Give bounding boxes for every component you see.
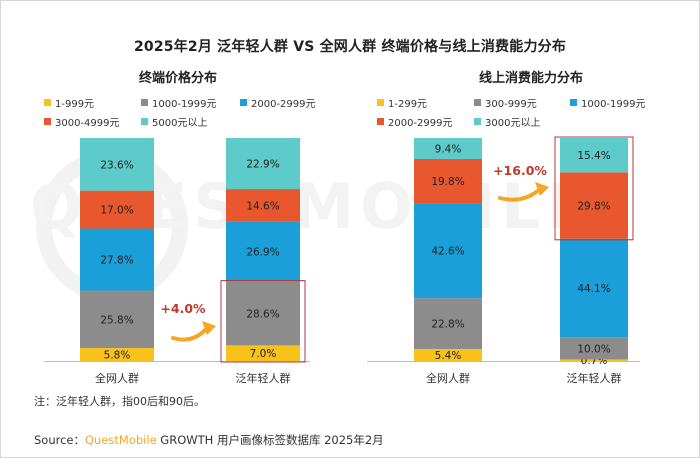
category-label-0-1: 泛年轻人群	[236, 371, 291, 385]
legend-label-0-4: 5000元以上	[152, 117, 207, 129]
source-brand: QuestMobile	[85, 433, 157, 447]
data-label-0-1-1: 28.6%	[246, 309, 279, 321]
bar-segment-0-0-1	[80, 290, 154, 349]
source-text: GROWTH 用户画像标签数据库 2025年2月	[156, 433, 384, 447]
data-label-0-0-2: 27.8%	[100, 255, 133, 267]
data-label-0-1-3: 14.6%	[246, 200, 279, 212]
data-label-0-1-0: 7.0%	[250, 348, 277, 360]
bar-segment-1-1-3	[560, 172, 628, 239]
bar-segment-1-1-0	[560, 359, 628, 361]
bar-segment-0-0-0	[80, 348, 154, 361]
legend-swatch-1-0	[377, 99, 384, 106]
data-label-1-1-3: 29.8%	[577, 201, 610, 213]
bar-segment-0-1-0	[226, 345, 300, 361]
data-label-1-0-0: 5.4%	[435, 350, 462, 362]
main-title: 2025年2月 泛年轻人群 VS 全网人群 终端价格与线上消费能力分布	[133, 39, 567, 55]
callout-text-1: +16.0%	[493, 163, 547, 178]
data-label-1-1-1: 10.0%	[577, 343, 610, 355]
chart-title-1: 线上消费能力分布	[479, 70, 583, 86]
bar-segment-1-0-3	[414, 158, 482, 204]
legend-label-1-4: 3000元以上	[485, 117, 540, 129]
highlight-box-1	[554, 136, 634, 241]
legend-swatch-0-4	[141, 118, 148, 125]
bar-segment-1-1-1	[560, 337, 628, 360]
bar-segment-0-1-4	[226, 138, 300, 190]
legend-swatch-1-4	[474, 118, 481, 125]
category-label-1-1: 泛年轻人群	[567, 371, 622, 385]
bar-segment-1-1-2	[560, 238, 628, 338]
bar-segment-1-0-0	[414, 348, 482, 361]
bar-segment-1-0-2	[414, 203, 482, 299]
legend-label-0-2: 2000-2999元	[251, 99, 316, 110]
legend-label-1-1: 300-999元	[485, 99, 537, 110]
legend-label-1-3: 2000-2999元	[388, 118, 453, 129]
callout-text-0: +4.0%	[160, 301, 206, 316]
source-prefix: Source：	[34, 433, 85, 447]
data-label-1-1-2: 44.1%	[577, 283, 610, 295]
chart-title-0: 终端价格分布	[139, 70, 217, 86]
bar-segment-0-1-1	[226, 281, 300, 346]
data-label-0-1-4: 22.9%	[246, 159, 279, 171]
category-label-0-0: 全网人群	[95, 371, 139, 385]
legend-label-0-1: 1000-1999元	[152, 99, 217, 110]
bar-segment-0-1-3	[226, 189, 300, 222]
footnote: 注：泛年轻人群，指00后和90后。	[34, 395, 205, 408]
legend-swatch-0-2	[240, 99, 247, 106]
data-label-1-0-3: 19.8%	[431, 176, 464, 188]
bar-segment-1-1-4	[560, 138, 628, 173]
bar-segment-0-0-4	[80, 138, 154, 191]
legend-swatch-0-3	[44, 118, 51, 125]
bar-segment-0-0-2	[80, 228, 154, 291]
bar-segment-0-1-2	[226, 221, 300, 282]
data-label-1-0-4: 9.4%	[435, 143, 462, 155]
data-label-0-0-4: 23.6%	[100, 159, 133, 171]
data-label-0-0-1: 25.8%	[100, 314, 133, 326]
data-label-1-1-4: 15.4%	[577, 150, 610, 162]
legend-label-1-0: 1-299元	[388, 99, 427, 110]
legend-swatch-1-2	[570, 99, 577, 106]
legend-label-1-2: 1000-1999元	[581, 99, 646, 110]
bar-segment-0-0-3	[80, 190, 154, 229]
callout-arrow-0	[171, 326, 209, 342]
data-label-0-1-2: 26.9%	[246, 247, 279, 259]
legend-swatch-0-0	[44, 99, 51, 106]
callout-arrowhead-1	[535, 182, 549, 196]
legend-swatch-1-1	[474, 99, 481, 106]
callout-arrow-1	[498, 187, 542, 202]
bar-segment-1-0-4	[414, 138, 482, 159]
data-label-1-0-2: 42.6%	[431, 246, 464, 258]
data-label-0-0-3: 17.0%	[100, 205, 133, 217]
data-label-0-0-0: 5.8%	[104, 350, 131, 362]
category-label-1-0: 全网人群	[426, 371, 470, 385]
highlight-box-0	[220, 280, 306, 363]
data-label-1-0-1: 22.8%	[431, 319, 464, 331]
legend-label-0-3: 3000-4999元	[55, 118, 120, 129]
legend-label-0-0: 1-999元	[55, 99, 94, 110]
bar-segment-1-0-1	[414, 298, 482, 349]
source-line: Source：QuestMobile GROWTH 用户画像标签数据库 2025…	[34, 432, 384, 448]
callout-arrowhead-0	[202, 321, 216, 335]
legend-swatch-0-1	[141, 99, 148, 106]
legend-swatch-1-3	[377, 118, 384, 125]
